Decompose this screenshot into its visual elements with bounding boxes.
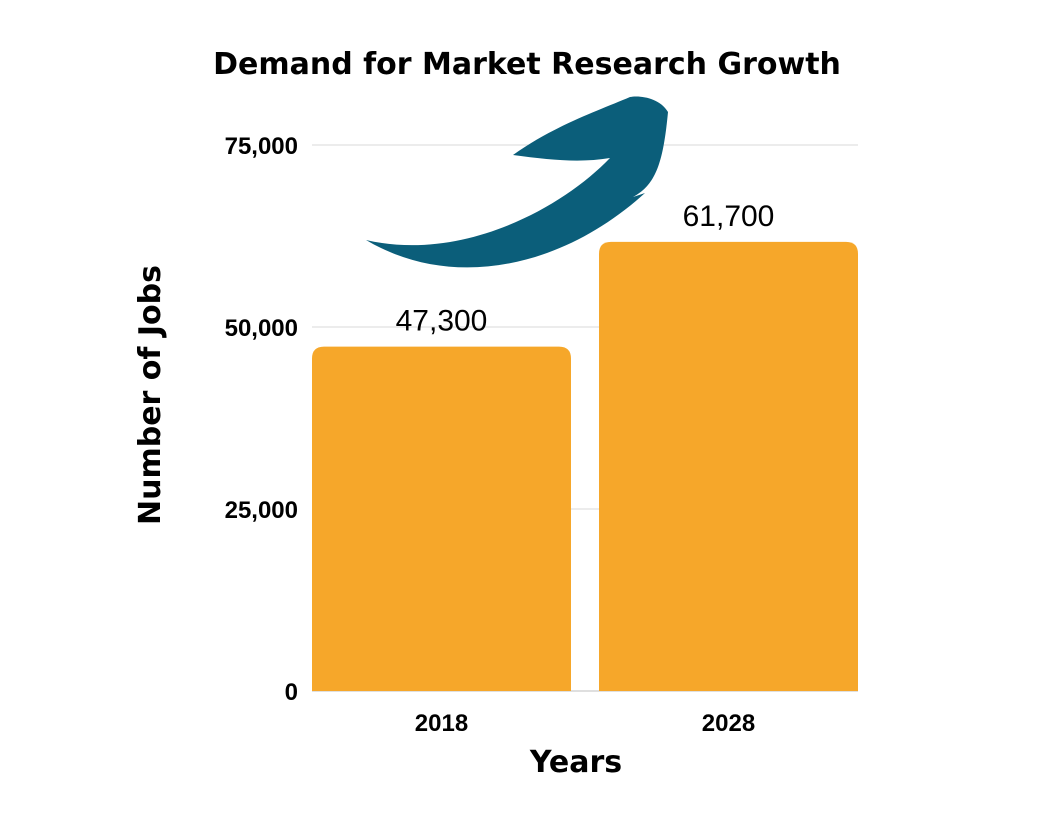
upward-arrow-icon — [366, 96, 668, 268]
data-labels: 47,300 61,700 — [396, 200, 775, 338]
y-tick-label: 0 — [285, 679, 298, 706]
x-axis-ticks: 2018 2028 — [415, 710, 755, 737]
x-tick-label: 2018 — [415, 710, 468, 737]
y-axis-ticks: 0 25,000 50,000 75,000 — [225, 133, 298, 706]
data-label-2018: 47,300 — [396, 305, 488, 338]
x-axis-label: Years — [529, 745, 622, 780]
x-tick-label: 2028 — [702, 710, 755, 737]
data-label-2028: 61,700 — [683, 200, 775, 233]
bars — [312, 241, 858, 691]
chart-title: Demand for Market Research Growth — [213, 47, 841, 82]
y-tick-label: 75,000 — [225, 133, 298, 160]
bar-2018 — [312, 346, 571, 691]
y-axis-label: Number of Jobs — [133, 265, 168, 525]
bar-2028 — [599, 241, 858, 691]
y-tick-label: 50,000 — [225, 315, 298, 342]
y-tick-label: 25,000 — [225, 497, 298, 524]
